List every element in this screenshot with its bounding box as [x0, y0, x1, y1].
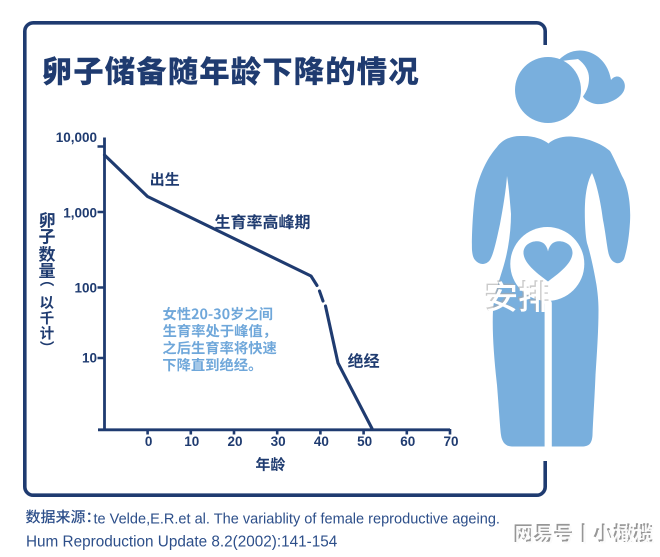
svg-text:te Velde,E.R.et al. The variab: te Velde,E.R.et al. The variablity of fe…	[94, 511, 500, 527]
svg-text:70: 70	[443, 434, 458, 449]
svg-text:10,000: 10,000	[56, 130, 97, 145]
svg-text:60: 60	[400, 434, 415, 449]
svg-text:40: 40	[314, 434, 329, 449]
svg-text:100: 100	[74, 281, 97, 296]
svg-text:Hum Reproduction Update 8.2(20: Hum Reproduction Update 8.2(2002):141-15…	[26, 534, 338, 551]
svg-text:10: 10	[184, 434, 199, 449]
svg-text:10: 10	[82, 351, 97, 366]
svg-text:20: 20	[227, 434, 242, 449]
svg-text:30: 30	[271, 434, 286, 449]
svg-text:0: 0	[145, 434, 153, 449]
svg-text:50: 50	[357, 434, 372, 449]
svg-text:1,000: 1,000	[63, 206, 97, 221]
